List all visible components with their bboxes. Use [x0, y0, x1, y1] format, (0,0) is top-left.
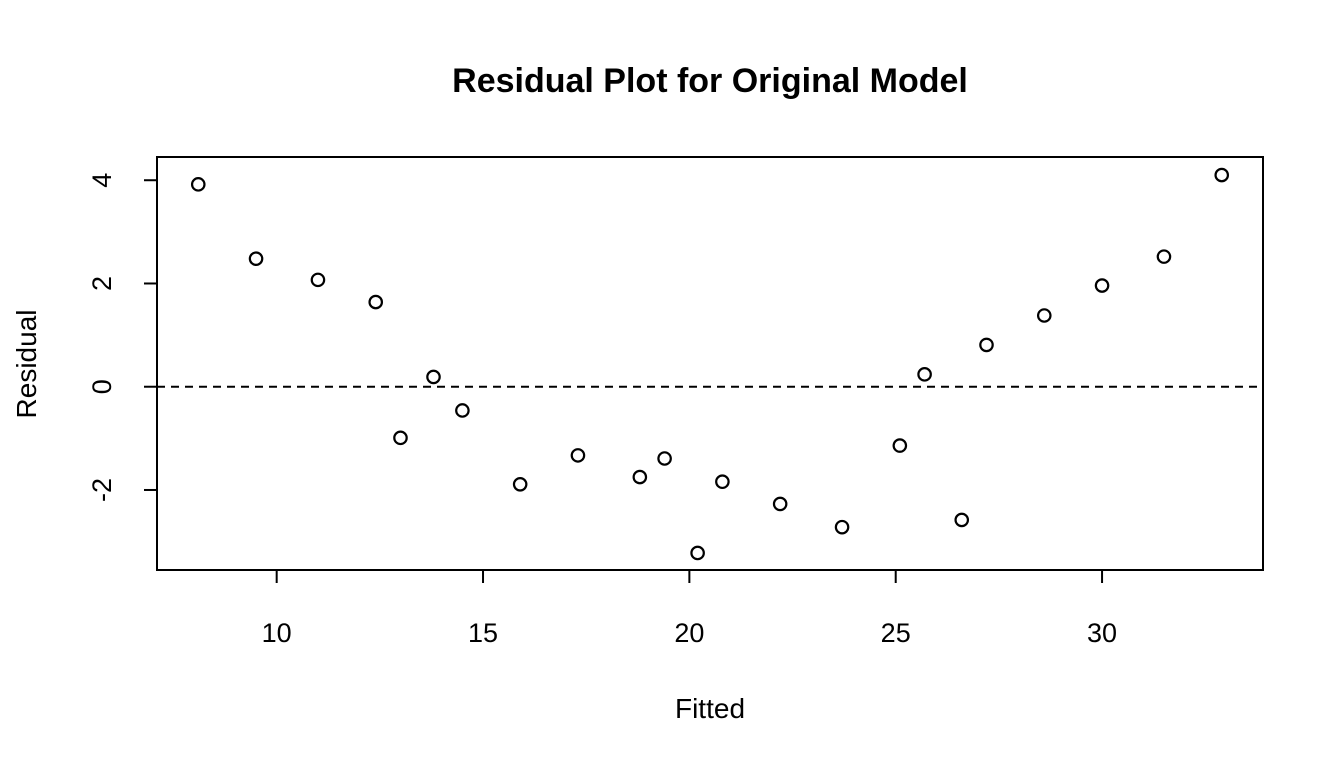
data-point	[455, 403, 470, 418]
data-point	[834, 519, 850, 535]
data-point	[1036, 308, 1052, 323]
data-point	[1214, 167, 1230, 183]
data-point	[512, 477, 528, 492]
data-point	[570, 448, 586, 463]
data-point	[248, 251, 264, 267]
y-tick-label: 4	[87, 173, 117, 188]
x-tick-label: 30	[1087, 618, 1117, 648]
x-tick-label: 20	[674, 618, 704, 648]
data-point	[657, 451, 672, 466]
data-point	[690, 545, 705, 561]
data-point	[715, 474, 730, 490]
y-axis-label: Residual	[11, 310, 42, 419]
data-points	[190, 167, 1230, 561]
data-point	[892, 438, 908, 453]
data-point	[979, 337, 994, 353]
data-point	[426, 369, 441, 385]
x-tick-label: 10	[262, 618, 292, 648]
data-point	[190, 177, 206, 192]
y-tick-label: 0	[87, 379, 117, 394]
data-point	[1094, 278, 1110, 293]
data-point	[917, 367, 932, 382]
data-point	[368, 294, 384, 310]
x-tick-label: 15	[468, 618, 498, 648]
y-tick-label: -2	[87, 478, 117, 502]
chart-title: Residual Plot for Original Model	[452, 62, 968, 100]
x-axis: 10 15 20 25 30	[262, 569, 1117, 648]
data-point	[1156, 249, 1172, 264]
data-point	[310, 272, 326, 288]
data-point	[772, 496, 788, 512]
x-tick-label: 25	[881, 618, 911, 648]
data-point	[954, 512, 970, 528]
data-point	[632, 469, 648, 485]
x-axis-label: Fitted	[675, 693, 745, 724]
y-axis: -2 0 2 4	[87, 173, 158, 502]
y-tick-label: 2	[87, 276, 117, 291]
data-point	[393, 430, 408, 446]
plot-area-border	[156, 156, 1264, 571]
